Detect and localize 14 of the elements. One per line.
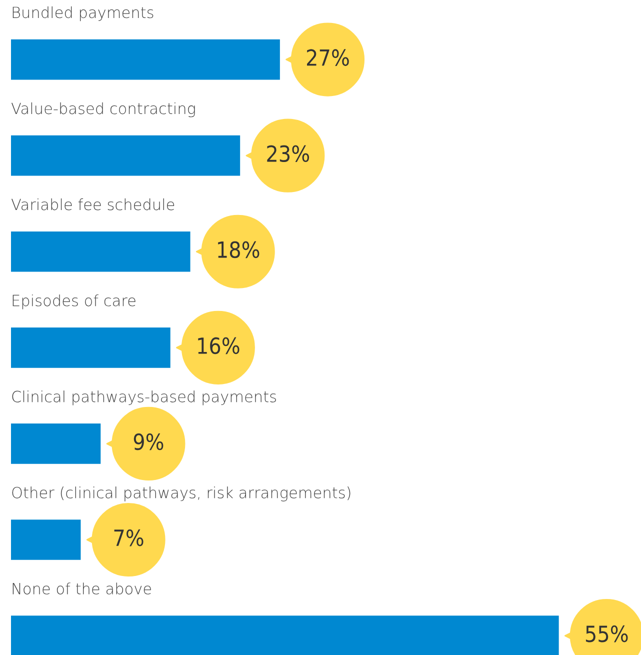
data-label: 7% xyxy=(114,529,144,546)
y-tick-label: Clinical pathways-based payments xyxy=(12,390,276,406)
data-label: 55% xyxy=(586,625,628,642)
y-tick-label: None of the above xyxy=(12,582,151,594)
y-tick-label: Value-based contracting xyxy=(11,102,195,118)
y-tick-label: Variable fee schedule xyxy=(11,198,174,210)
y-tick-label: Bundled payments xyxy=(12,6,154,22)
y-tick-label: Episodes of care xyxy=(12,294,136,310)
data-label: 23% xyxy=(267,145,310,162)
y-tick-label: Other (clinical pathways, risk arrangements) xyxy=(12,486,350,502)
data-label: 27% xyxy=(306,49,349,66)
data-label: 9% xyxy=(134,433,164,450)
data-label: 16% xyxy=(198,337,240,354)
data-label: 18% xyxy=(218,241,260,258)
